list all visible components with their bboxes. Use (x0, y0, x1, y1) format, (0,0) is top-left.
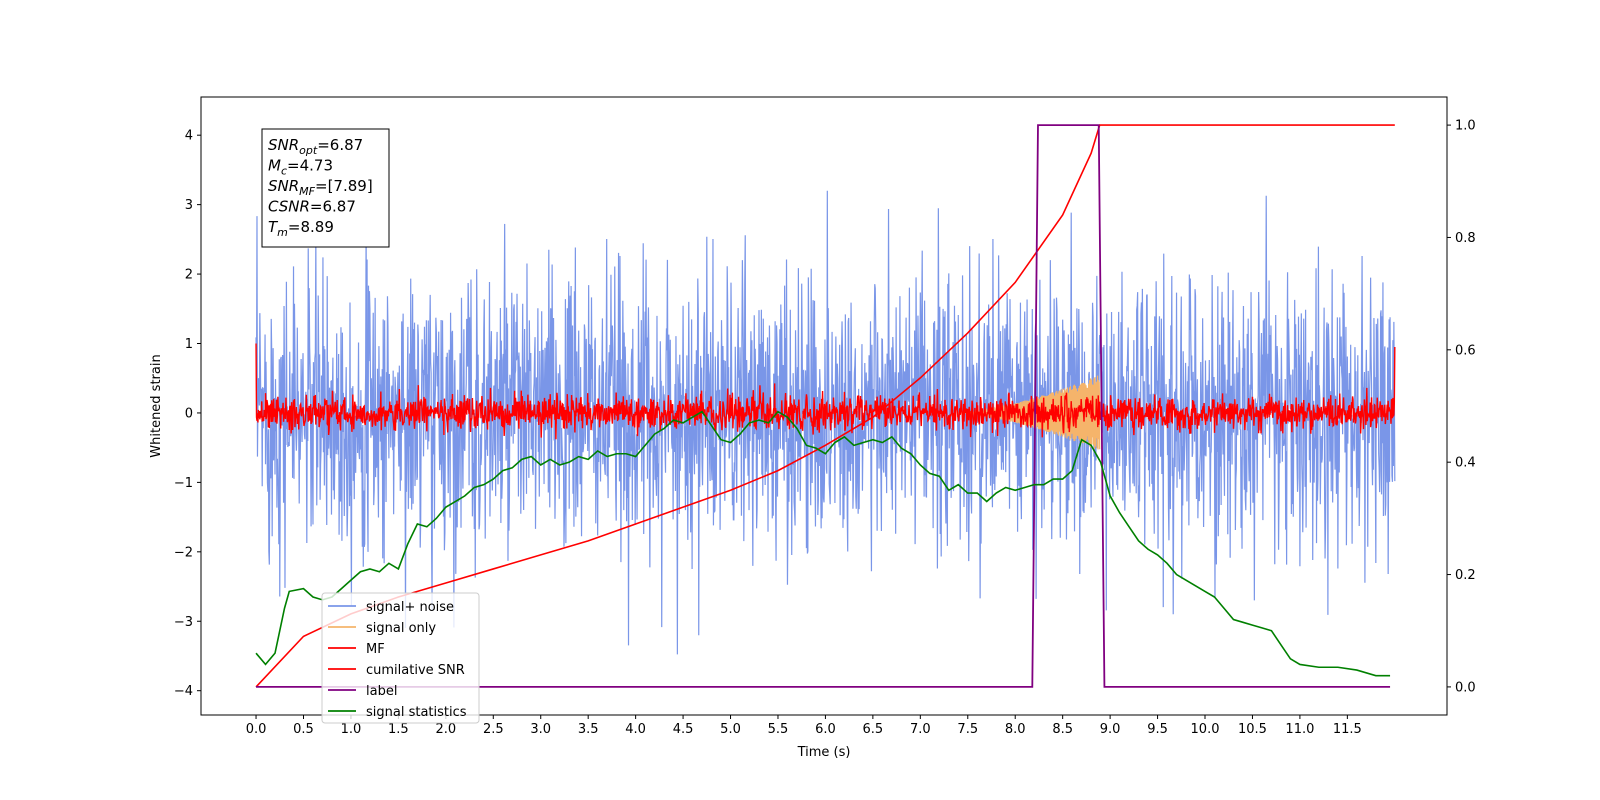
y-tick-label: 1 (185, 337, 193, 352)
legend-label: MF (366, 642, 385, 657)
y-tick-label: −3 (174, 615, 193, 630)
axes-frame (200, 96, 1448, 716)
y-tick-label: −4 (174, 684, 193, 699)
x-tick-label: 4.0 (625, 722, 646, 737)
annotation-line: CSNR=6.87 (268, 198, 356, 216)
legend-frame (321, 592, 480, 724)
legend: signal+ noise signal only MF cumilative SNR… (321, 592, 480, 724)
x-tick-label: 9.0 (1100, 722, 1121, 737)
legend-label: cumilative SNR (366, 663, 465, 678)
x-tick-label: 1.0 (341, 722, 362, 737)
legend-label: signal+ noise (366, 600, 454, 615)
annotation-line: Tm=8.89 (268, 218, 334, 239)
legend-label: signal only (366, 621, 436, 636)
y2-tick-label: 0.0 (1455, 680, 1476, 695)
x-tick-label: 2.5 (483, 722, 504, 737)
x-tick-label: 6.0 (815, 722, 836, 737)
x-axis: 0.0 0.5 1.0 1.5 2.0 2.5 3.0 3.5 4.0 4.5 5.0 5.5 6.0 6… (246, 715, 1362, 737)
x-tick-label: 2.0 (435, 722, 456, 737)
y2-tick-label: 0.2 (1455, 568, 1476, 583)
annotation-line: SNRopt=6.87 (268, 136, 363, 157)
y2-tick-label: 0.8 (1455, 231, 1476, 246)
y2-tick-label: 0.4 (1455, 456, 1476, 471)
series-4 (256, 124, 1391, 688)
x-tick-label: 11.5 (1333, 722, 1362, 737)
y2-tick-label: 0.6 (1455, 343, 1476, 358)
x-tick-label: 3.5 (578, 722, 599, 737)
annotation-line: Mc=4.73 (268, 157, 333, 178)
annotation-line: SNRMF=[7.89] (268, 177, 373, 198)
y-tick-label: 3 (185, 198, 193, 213)
y-tick-label: −2 (174, 545, 193, 560)
y-axis-label: Whitened strain (149, 354, 164, 457)
x-tick-label: 11.0 (1285, 722, 1314, 737)
x-tick-label: 10.0 (1191, 722, 1220, 737)
y2-tick-label: 1.0 (1455, 119, 1476, 134)
x-tick-label: 0.0 (246, 722, 267, 737)
x-axis-label: Time (s) (797, 745, 851, 760)
y-tick-label: 4 (185, 129, 193, 144)
x-tick-label: 5.0 (720, 722, 741, 737)
x-tick-label: 0.5 (293, 722, 314, 737)
y-axis-right: 0.0 0.2 0.4 0.6 0.8 1.0 (1447, 119, 1476, 695)
series-3 (255, 124, 1395, 688)
y-tick-label: 0 (185, 406, 193, 421)
x-tick-label: 10.5 (1238, 722, 1267, 737)
x-tick-label: 9.5 (1147, 722, 1168, 737)
x-tick-label: 4.5 (673, 722, 694, 737)
y-tick-label: −1 (174, 476, 193, 491)
series-2 (255, 343, 1396, 440)
x-tick-label: 6.5 (863, 722, 884, 737)
x-tick-label: 7.0 (910, 722, 931, 737)
y-axis-left: −4 −3 −2 −1 0 1 2 3 4 (174, 129, 201, 699)
x-tick-label: 8.5 (1052, 722, 1073, 737)
x-tick-label: 5.5 (768, 722, 789, 737)
legend-label: signal statistics (366, 705, 467, 720)
data-layer (255, 124, 1396, 688)
annotation-frame (261, 128, 390, 248)
y-tick-label: 2 (185, 268, 193, 283)
x-tick-label: 8.0 (1005, 722, 1026, 737)
x-tick-label: 7.5 (957, 722, 978, 737)
x-tick-label: 1.5 (388, 722, 409, 737)
x-tick-label: 3.0 (530, 722, 551, 737)
legend-label: label (366, 684, 397, 699)
series-5 (255, 410, 1391, 677)
